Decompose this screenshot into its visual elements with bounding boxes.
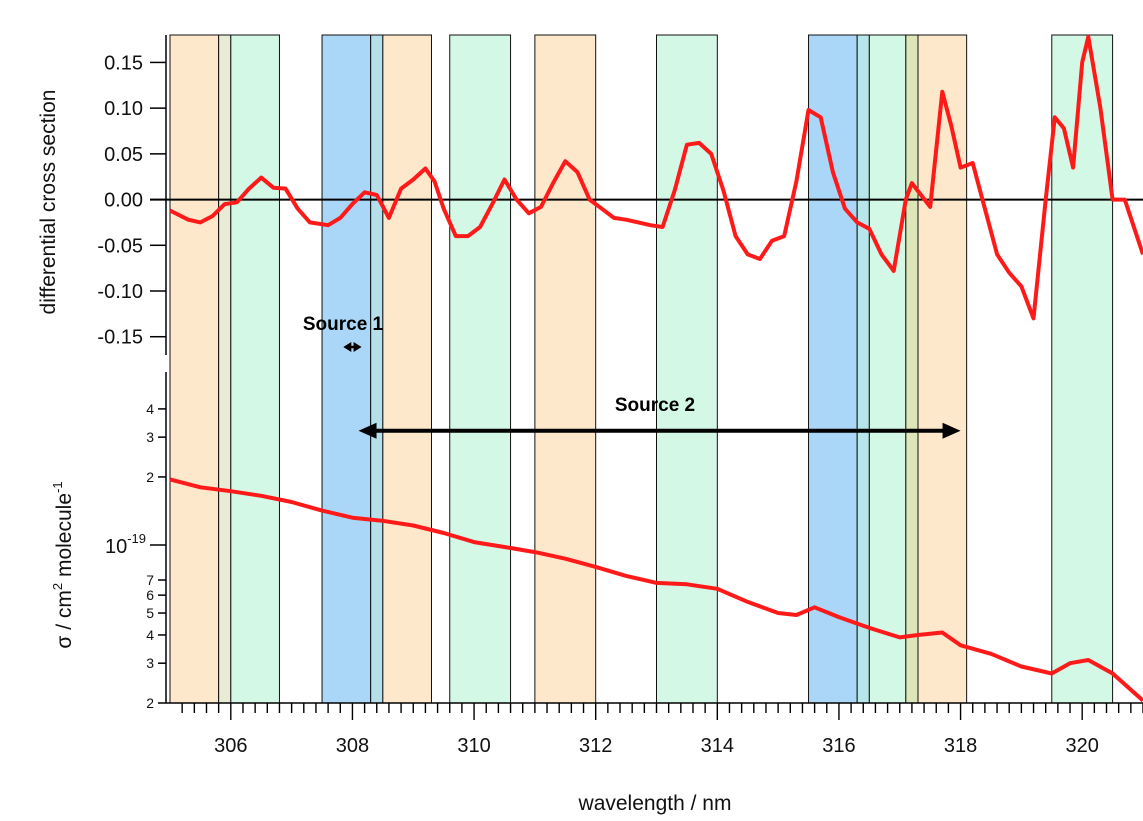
bottom-y-tick-label: 6	[146, 587, 154, 603]
source1-label: Source 1	[303, 314, 384, 335]
band-13	[917, 34, 968, 704]
x-tick-label: 318	[944, 735, 977, 757]
top-y-tick-label: 0.00	[104, 190, 143, 212]
tick-base: 10	[105, 536, 127, 558]
band-9	[808, 34, 858, 704]
top-y-tick-label: 0.10	[104, 98, 143, 120]
bottom-y-tick-label: 4	[146, 401, 154, 417]
bottom-y-axis-title-sup: 2	[50, 583, 65, 590]
source2-arrow-left	[358, 422, 377, 439]
bands-layer	[169, 34, 1114, 704]
x-tick-label: 314	[701, 735, 734, 757]
x-tick-label: 308	[336, 735, 369, 757]
x-tick-label: 316	[822, 735, 855, 757]
x-tick-label: 312	[579, 735, 612, 757]
band-12	[905, 34, 919, 704]
band-10	[856, 34, 870, 704]
bottom-y-axis-title: σ / cm2 molecule-1	[50, 481, 76, 648]
band-2	[230, 34, 280, 704]
top-y-tick-label: -0.05	[97, 235, 143, 257]
top-y-tick-label: 0.05	[104, 144, 143, 166]
bottom-y-tick-label: 5	[146, 605, 154, 621]
bottom-series-line	[169, 477, 1143, 703]
x-tick-label: 310	[457, 735, 490, 757]
bottom-y-tick-label: 4	[146, 627, 154, 643]
top-panel: -0.15 -0.10 -0.05 0.00 0.05 0.10 0.15	[97, 34, 1143, 355]
top-y-axis-title: differential cross section	[37, 90, 60, 315]
x-tick-label: 320	[1066, 735, 1099, 757]
top-y-tick-label: -0.15	[97, 327, 143, 349]
bottom-y-tick-label: 3	[146, 655, 154, 671]
band-0	[169, 34, 220, 704]
annotations: Source 1 Source 2	[303, 314, 961, 439]
top-y-tick-label: -0.10	[97, 281, 143, 303]
band-6	[449, 34, 512, 704]
source1-arrow-right	[353, 342, 362, 352]
bottom-y-tick-label: 2	[146, 695, 154, 711]
bottom-y-axis-title-mid: molecule	[53, 493, 76, 583]
source2-label: Source 2	[615, 395, 695, 416]
source1-arrow-left	[343, 342, 352, 352]
x-tick-label: 306	[214, 735, 247, 757]
bottom-y-tick-label-major: 10-19	[105, 531, 146, 558]
band-8	[656, 34, 718, 704]
x-axis-title: wavelength / nm	[578, 792, 732, 815]
bottom-y-tick-label: 2	[146, 469, 154, 485]
band-3	[321, 34, 372, 704]
band-4	[370, 34, 384, 704]
band-11	[868, 34, 907, 704]
source2-arrow-right	[942, 422, 961, 439]
bottom-y-tick-label: 7	[146, 572, 154, 588]
bottom-y-axis-title-main: σ / cm	[53, 590, 76, 648]
x-axis: 306 308 310 312 314 316 318 320	[166, 702, 1143, 757]
top-series-line	[169, 34, 1143, 321]
top-y-tick-label: 0.15	[104, 52, 143, 74]
bottom-y-tick-label: 3	[146, 429, 154, 445]
band-7	[534, 34, 597, 704]
band-1	[218, 34, 232, 704]
tick-exp: -19	[127, 531, 146, 546]
band-14	[1051, 34, 1114, 704]
bottom-y-axis-title-sup2: -1	[50, 481, 65, 493]
band-5	[382, 34, 432, 704]
